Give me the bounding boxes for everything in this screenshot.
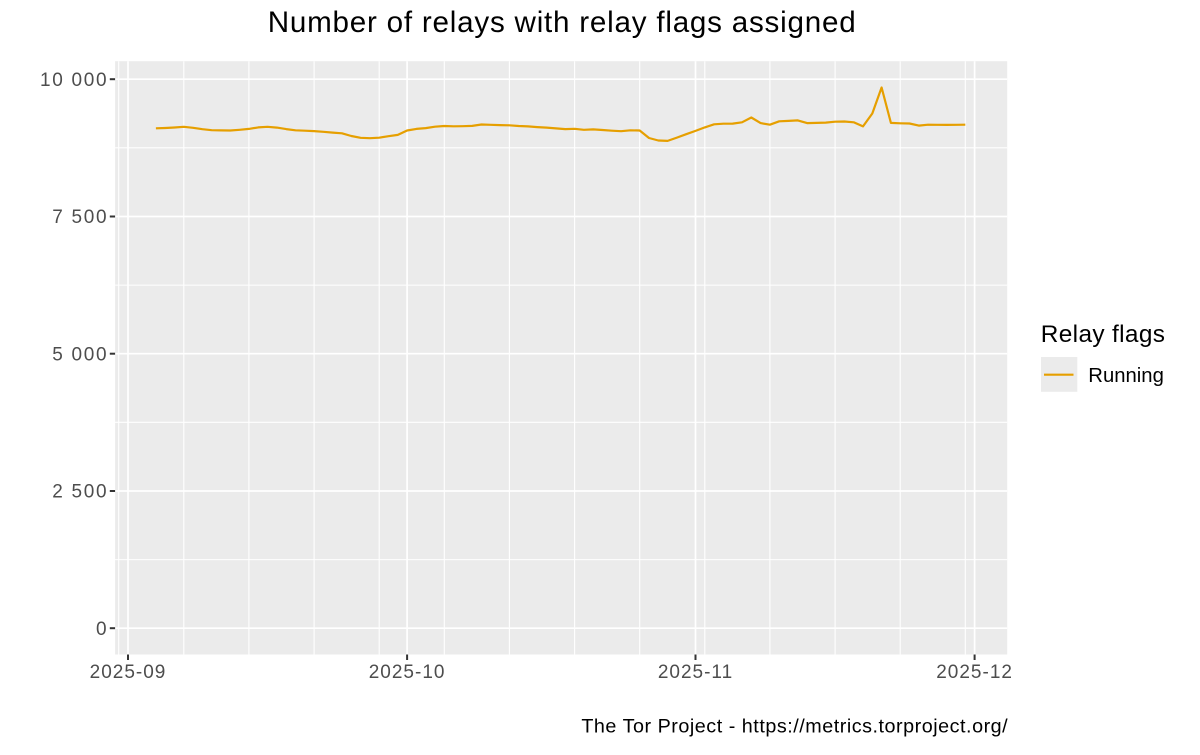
svg-text:2025-12: 2025-12 — [936, 662, 1013, 683]
svg-text:The Tor Project - https://metr: The Tor Project - https://metrics.torpro… — [581, 715, 1008, 737]
svg-text:2 500: 2 500 — [52, 482, 108, 503]
svg-text:2025-09: 2025-09 — [90, 662, 167, 683]
svg-text:Number of relays with relay fl: Number of relays with relay flags assign… — [268, 6, 857, 39]
svg-text:7 500: 7 500 — [52, 207, 108, 228]
svg-text:10 000: 10 000 — [40, 70, 108, 91]
svg-text:0: 0 — [96, 619, 108, 640]
svg-text:5 000: 5 000 — [52, 344, 108, 365]
svg-text:Relay flags: Relay flags — [1041, 321, 1166, 348]
svg-text:Running: Running — [1088, 365, 1164, 387]
svg-text:2025-11: 2025-11 — [658, 662, 733, 683]
svg-text:2025-10: 2025-10 — [369, 662, 446, 683]
